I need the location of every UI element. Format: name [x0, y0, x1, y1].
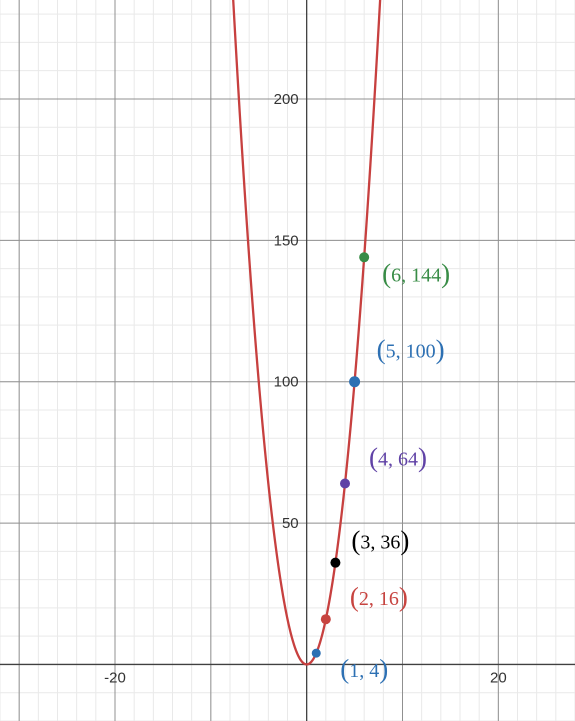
- point-label: (5, 100): [377, 335, 445, 365]
- minor-grid: [0, 0, 575, 721]
- y-tick-label: 200: [274, 91, 299, 108]
- y-tick-label: 150: [274, 232, 299, 249]
- point-label: (2, 16): [350, 582, 408, 612]
- data-point: [349, 376, 360, 387]
- y-tick-label: 50: [282, 515, 299, 532]
- data-point: [312, 649, 321, 658]
- x-tick-label: -20: [104, 669, 126, 686]
- tick-labels: -20 20 50 100 150 200: [104, 91, 507, 686]
- chart-svg: -202050100150200(1, 4)(2, 16)(3, 36)(4, …: [0, 0, 575, 721]
- point-label: (3, 36): [351, 526, 409, 556]
- data-point: [321, 614, 331, 624]
- data-point: [359, 252, 369, 262]
- y-tick-label: 100: [274, 374, 299, 391]
- x-tick-label: 20: [490, 669, 507, 686]
- data-point: [330, 558, 340, 568]
- data-point: [340, 478, 350, 488]
- point-label: (6, 144): [382, 258, 450, 288]
- chart-container: -202050100150200(1, 4)(2, 16)(3, 36)(4, …: [0, 0, 575, 721]
- points-layer: (1, 4)(2, 16)(3, 36)(4, 64)(5, 100)(6, 1…: [312, 252, 450, 684]
- point-label: (4, 64): [369, 442, 427, 472]
